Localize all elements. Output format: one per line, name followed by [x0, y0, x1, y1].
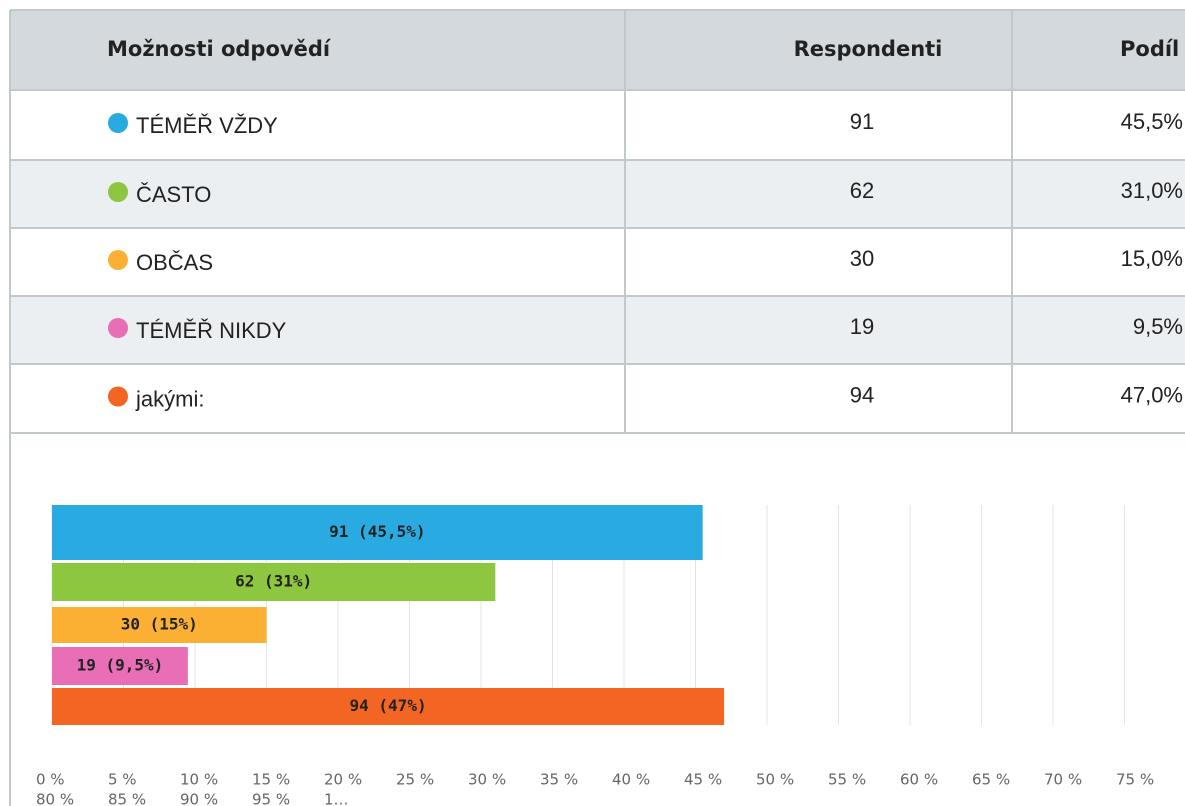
- x-tick-label: 45 %: [684, 771, 722, 789]
- x-tick-label: 35 %: [540, 771, 578, 789]
- x-tick-label: 30 %: [468, 771, 506, 789]
- x-tick-label: 10 %: [180, 771, 218, 789]
- legend-dot: [108, 113, 128, 133]
- x-tick-label: 40 %: [612, 771, 650, 789]
- share: 15,0%: [1121, 246, 1183, 271]
- x-tick-label: 85 %: [108, 791, 146, 806]
- value-label: 94 (47%): [350, 696, 427, 715]
- count: 19: [850, 314, 874, 339]
- row-bg: [10, 364, 1185, 433]
- option-label: ČASTO: [136, 182, 211, 207]
- value-label: 30 (15%): [121, 615, 198, 634]
- row-bg: [10, 228, 1185, 296]
- option-label: jakými:: [135, 386, 204, 411]
- share: 31,0%: [1121, 178, 1183, 203]
- option-label: TÉMĚŘ NIKDY: [136, 318, 287, 343]
- bar: [52, 505, 703, 560]
- option-label: TÉMĚŘ VŽDY: [136, 113, 278, 138]
- option-label: OBČAS: [136, 250, 213, 275]
- x-tick-label: 95 %: [252, 791, 290, 806]
- x-tick-label: 65 %: [972, 771, 1010, 789]
- bar: [52, 647, 188, 685]
- row-bg: [10, 160, 1185, 228]
- x-tick-label: 75 %: [1116, 771, 1154, 789]
- x-tick-label: 15 %: [252, 771, 290, 789]
- x-tick-label: 5 %: [108, 771, 137, 789]
- x-tick-label: 25 %: [396, 771, 434, 789]
- row-bg: [10, 296, 1185, 364]
- value-label: 19 (9,5%): [77, 656, 164, 675]
- header-cell: Podíl: [1120, 37, 1179, 61]
- legend-dot: [108, 182, 128, 202]
- share: 45,5%: [1121, 109, 1183, 134]
- count: 91: [850, 109, 874, 134]
- x-tick-label: 0 %: [36, 771, 65, 789]
- legend-dot: [108, 250, 128, 270]
- x-tick-label: 90 %: [180, 791, 218, 806]
- x-tick-label: 55 %: [828, 771, 866, 789]
- share: 9,5%: [1133, 314, 1183, 339]
- count: 30: [850, 246, 874, 271]
- header-bg: [10, 10, 1185, 90]
- bar: [52, 607, 267, 643]
- row-bg: [10, 90, 1185, 160]
- x-tick-label: 50 %: [756, 771, 794, 789]
- bar: [52, 688, 725, 725]
- x-tick-label: 1…: [324, 791, 349, 806]
- header-cell: Možnosti odpovědí: [107, 37, 332, 61]
- legend-dot: [108, 318, 128, 338]
- value-label: 91 (45,5%): [329, 522, 425, 541]
- x-tick-label: 80 %: [36, 791, 74, 806]
- x-tick-label: 20 %: [324, 771, 362, 789]
- legend-dot: [108, 386, 128, 407]
- x-tick-label: 60 %: [900, 771, 938, 789]
- header-cell: Respondenti: [794, 37, 943, 61]
- share: 47,0%: [1121, 382, 1183, 407]
- x-tick-label: 70 %: [1044, 771, 1082, 789]
- value-label: 62 (31%): [235, 572, 312, 591]
- bar: [52, 563, 496, 601]
- count: 62: [850, 178, 874, 203]
- count: 94: [850, 382, 874, 407]
